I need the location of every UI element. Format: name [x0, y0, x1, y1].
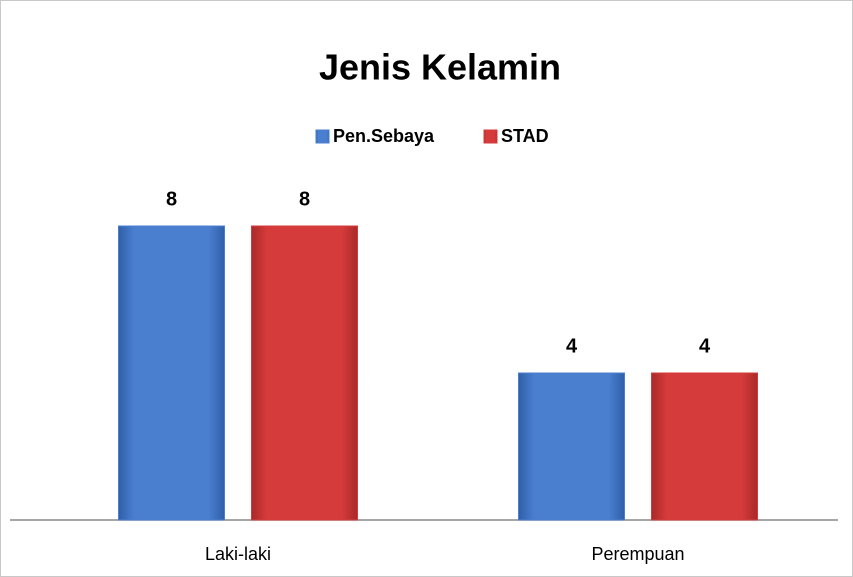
chart-title: Jenis Kelamin — [319, 47, 561, 88]
data-label: 8 — [299, 188, 310, 210]
legend-label: STAD — [501, 126, 549, 146]
legend-swatch — [315, 129, 330, 144]
data-label: 8 — [166, 188, 177, 210]
x-tick-label: Perempuan — [591, 544, 684, 564]
bar — [118, 225, 225, 521]
bar — [518, 372, 625, 521]
data-label: 4 — [699, 335, 711, 357]
legend-label: Pen.Sebaya — [333, 126, 435, 146]
bar — [651, 372, 758, 521]
x-tick-label: Laki-laki — [205, 544, 271, 564]
bar — [251, 225, 358, 521]
data-label: 4 — [566, 335, 578, 357]
legend-swatch — [483, 129, 498, 144]
